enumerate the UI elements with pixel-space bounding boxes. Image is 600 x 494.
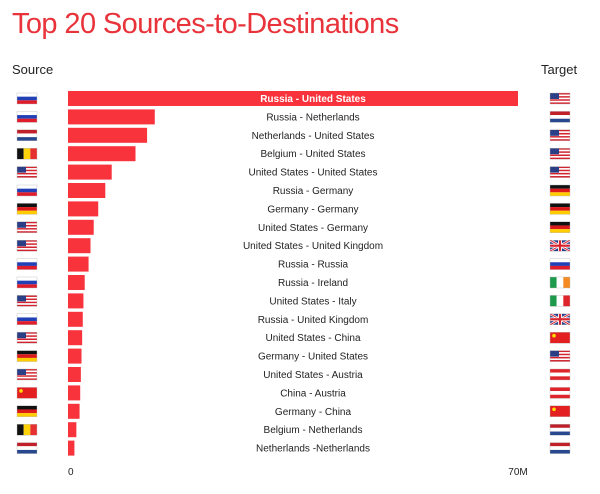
bar	[68, 146, 136, 162]
bar-label: Russia - Germany	[273, 186, 354, 197]
bar	[68, 367, 81, 382]
bar-label: Germany - Germany	[267, 204, 358, 215]
x-tick-label: 70M	[508, 467, 527, 478]
bar-label: Russia - United States	[260, 94, 366, 105]
bar	[68, 422, 77, 438]
bar-label: Belgium - Netherlands	[264, 425, 363, 436]
us-flag-icon	[549, 350, 571, 362]
bar-label: United States - Germany	[258, 223, 368, 234]
bar	[68, 385, 81, 401]
bar-label: Belgium - United States	[260, 149, 365, 160]
germany-flag-icon	[16, 203, 38, 215]
bar-label: Netherlands - United States	[252, 131, 375, 142]
us-flag-icon	[16, 368, 38, 381]
belgium-flag-icon	[16, 147, 38, 160]
bar	[68, 330, 83, 346]
uk-flag-icon	[549, 312, 571, 326]
page-title: Top 20 Sources-to-Destinations	[12, 8, 399, 40]
bar	[68, 256, 89, 272]
us-flag-icon	[16, 239, 38, 252]
source-column-header: Source	[12, 62, 54, 77]
bar-label: United States - United Kingdom	[243, 241, 383, 252]
russia-flag-icon	[16, 184, 38, 197]
us-flag-icon	[16, 295, 38, 307]
us-flag-icon	[549, 166, 571, 178]
bar	[68, 275, 85, 290]
germany-flag-icon	[549, 184, 571, 197]
bar-label: United States - Austria	[263, 370, 363, 381]
bar	[68, 91, 518, 106]
austria-flag-icon	[549, 368, 571, 381]
bar	[68, 403, 80, 419]
labels-group: Russia - United States Russia - Netherlan…	[243, 94, 383, 455]
netherlands-flag-icon	[549, 111, 571, 123]
us-flag-icon	[16, 166, 38, 178]
bar	[68, 219, 94, 235]
bar-label: Germany - United States	[258, 352, 368, 363]
bar	[68, 293, 84, 309]
bar-label: United States - Italy	[269, 296, 356, 307]
china-flag-icon	[16, 387, 38, 399]
bar-label: Russia - Russia	[278, 260, 348, 271]
x-tick-label: 0	[68, 467, 74, 478]
germany-flag-icon	[16, 405, 38, 417]
bar	[68, 201, 99, 217]
us-flag-icon	[549, 92, 571, 105]
bar	[68, 311, 83, 327]
bar-label: Germany - China	[275, 407, 352, 418]
us-flag-icon	[16, 221, 38, 234]
bar	[68, 348, 82, 364]
netherlands-flag-icon	[549, 442, 571, 454]
target-column-header: Target	[541, 62, 578, 77]
china-flag-icon	[549, 405, 571, 417]
china-flag-icon	[549, 332, 571, 344]
us-flag-icon	[549, 129, 571, 142]
germany-flag-icon	[549, 221, 571, 234]
bar	[68, 440, 75, 456]
austria-flag-icon	[549, 387, 571, 399]
belgium-flag-icon	[16, 424, 38, 436]
bar	[68, 164, 112, 180]
bar-label: Russia - United Kingdom	[258, 315, 369, 326]
us-flag-icon	[549, 147, 571, 160]
germany-flag-icon	[549, 203, 571, 215]
netherlands-flag-icon	[16, 442, 38, 454]
bar	[68, 238, 91, 254]
bars-group	[68, 91, 518, 456]
x-axis-ticks: 0 70M	[68, 467, 528, 478]
us-flag-icon	[16, 332, 38, 344]
russia-flag-icon	[16, 92, 38, 105]
russia-flag-icon	[549, 258, 571, 270]
italy-flag-icon	[549, 295, 571, 307]
bar-label: United States - United States	[249, 168, 378, 179]
russia-flag-icon	[16, 258, 38, 270]
russia-flag-icon	[16, 111, 38, 123]
russia-flag-icon	[16, 276, 38, 289]
bar-label: United States - China	[265, 333, 360, 344]
uk-flag-icon	[549, 239, 571, 253]
bar	[68, 127, 148, 143]
russia-flag-icon	[16, 313, 38, 325]
bar-label: Russia - Netherlands	[266, 112, 359, 123]
bar-label: Netherlands -Netherlands	[256, 444, 370, 455]
target-flags-group	[549, 92, 571, 454]
bar-label: China - Austria	[280, 388, 346, 399]
bar-label: Russia - Ireland	[278, 278, 348, 289]
ireland-flag-icon	[549, 276, 571, 289]
netherlands-flag-icon	[16, 129, 38, 142]
netherlands-flag-icon	[549, 424, 571, 436]
germany-flag-icon	[16, 350, 38, 362]
source-flags-group	[16, 92, 38, 454]
bar	[68, 183, 106, 198]
bar	[68, 109, 155, 125]
